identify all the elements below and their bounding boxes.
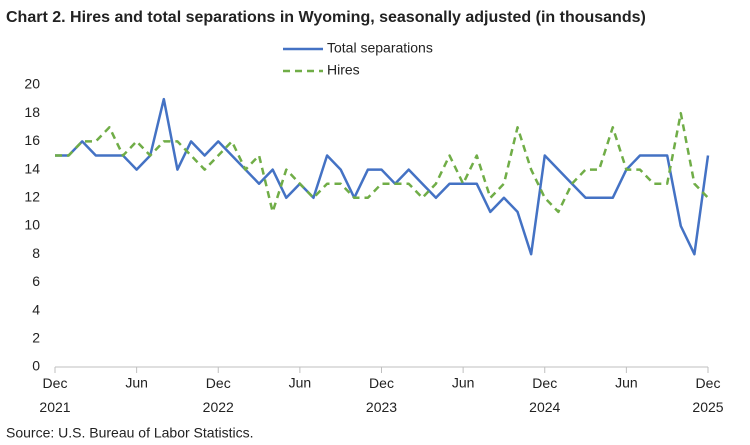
- x-tick-label: Dec 2023: [366, 375, 397, 415]
- series-line: [55, 111, 709, 214]
- x-tick-label: Dec 2025: [692, 375, 723, 415]
- legend-label: Total separations: [327, 40, 433, 56]
- y-tick-label: 8: [32, 245, 40, 261]
- y-tick-label: 10: [24, 217, 40, 233]
- x-tick-label: Dec 2021: [39, 375, 70, 415]
- chart-title: Chart 2. Hires and total separations in …: [6, 9, 646, 26]
- y-tick-label: 0: [32, 358, 40, 374]
- series-line: [55, 97, 710, 256]
- y-tick-label: 12: [24, 189, 40, 205]
- x-tick-label: Jun: [615, 375, 638, 391]
- y-tick-label: 4: [32, 301, 40, 317]
- x-tick-label: Dec 2024: [529, 375, 560, 415]
- source-note: Source: U.S. Bureau of Labor Statistics.: [6, 425, 253, 441]
- x-tick-label: Dec 2022: [203, 375, 234, 415]
- y-tick-label: 20: [24, 76, 40, 92]
- y-tick-label: 6: [32, 273, 40, 289]
- x-tick-label: Jun: [289, 375, 312, 391]
- legend-label: Hires: [327, 62, 360, 78]
- y-tick-label: 18: [24, 104, 40, 120]
- y-tick-label: 16: [24, 132, 40, 148]
- x-tick-label: Jun: [125, 375, 148, 391]
- x-tick-label: Jun: [452, 375, 475, 391]
- y-tick-label: 14: [24, 160, 40, 176]
- y-tick-label: 2: [32, 330, 40, 346]
